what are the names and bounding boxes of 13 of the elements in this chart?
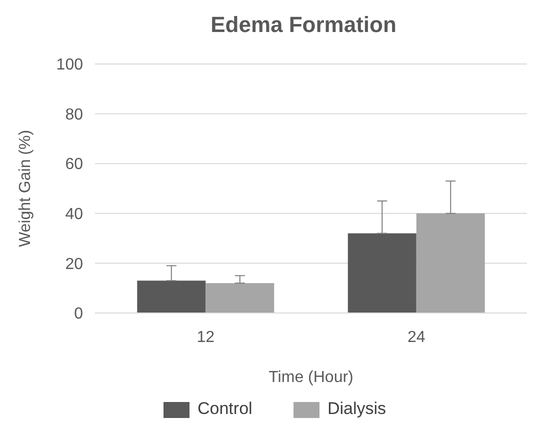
chart-title: Edema Formation: [210, 12, 396, 37]
legend-label: Dialysis: [328, 399, 386, 418]
y-axis-title: Weight Gain (%): [17, 130, 34, 248]
y-tick-label: 60: [65, 156, 84, 174]
y-tick-label: 80: [65, 106, 84, 124]
x-tick-label: 12: [196, 329, 215, 346]
y-tick-label: 20: [65, 256, 84, 273]
legend-label: Control: [198, 399, 252, 418]
y-tick-label: 100: [56, 56, 84, 74]
y-tick-label: 40: [65, 206, 84, 223]
x-tick-label: 24: [407, 329, 426, 346]
y-tick-label: 0: [74, 306, 84, 323]
x-axis-title: Time (Hour): [268, 369, 354, 386]
